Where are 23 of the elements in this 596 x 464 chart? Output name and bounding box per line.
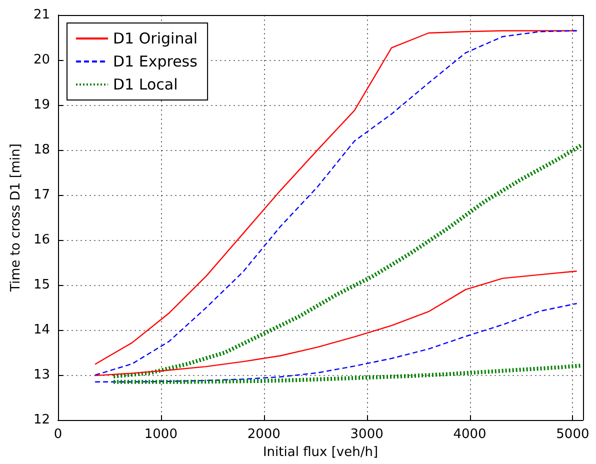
y-tick-label: 13 (33, 368, 50, 383)
x-axis-title: Initial flux [veh/h] (262, 445, 378, 460)
x-tick-label: 1000 (144, 427, 178, 442)
y-tick-label: 12 (33, 412, 50, 428)
x-tick-label: 2000 (247, 427, 280, 442)
legend-label: D1 Express (113, 52, 198, 70)
y-tick-label: 21 (33, 8, 50, 22)
x-tick-label: 3000 (350, 427, 384, 442)
y-tick-label: 15 (33, 278, 50, 293)
x-tick-label: 5000 (556, 427, 590, 442)
y-tick-label: 14 (33, 322, 50, 338)
y-tick-label: 18 (33, 142, 50, 158)
y-axis-title: Time to cross D1 [min] (8, 144, 24, 293)
y-tick-label: 16 (33, 232, 50, 248)
y-tick-label: 17 (33, 188, 50, 203)
legend-label: D1 Local (113, 76, 178, 94)
line-series (94, 270, 578, 376)
y-tick-label: 20 (33, 52, 50, 68)
y-tick-label: 19 (33, 98, 50, 113)
x-tick-label: 0 (54, 427, 62, 442)
legend-label: D1 Original (113, 30, 198, 48)
line-series (94, 302, 578, 382)
x-tick-label: 4000 (453, 427, 486, 442)
